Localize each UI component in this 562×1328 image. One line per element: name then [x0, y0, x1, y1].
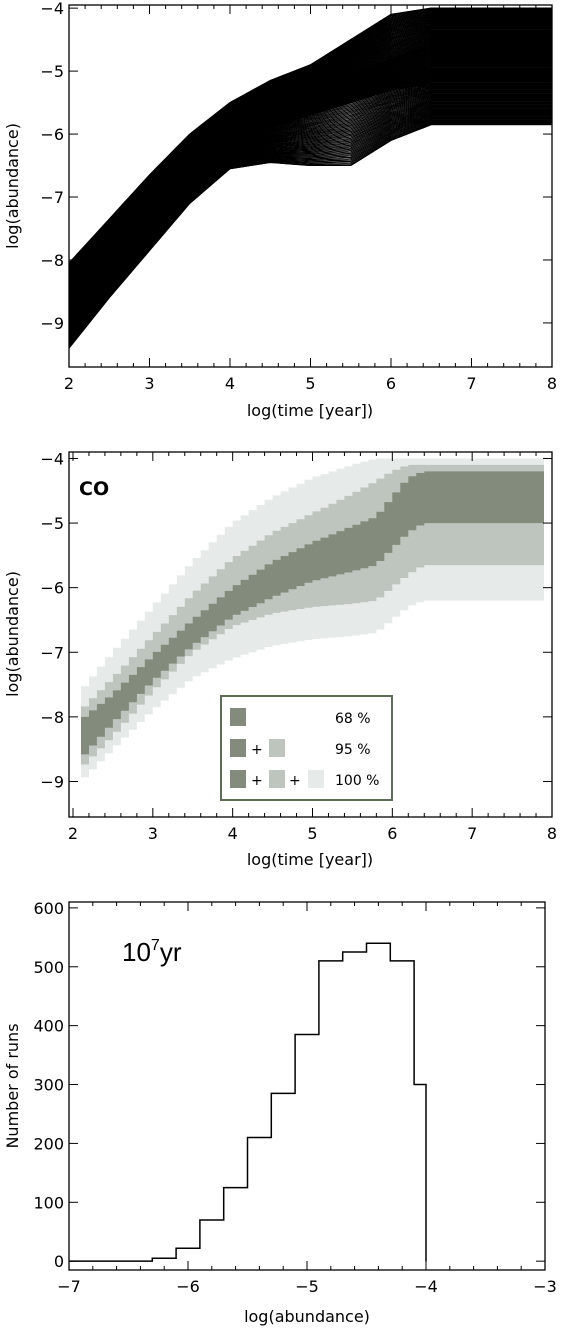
p3-x-axis-label: log(abundance) — [244, 1307, 370, 1326]
p1-x-tick-label: 3 — [144, 374, 154, 393]
p1-x-axis-label: log(time [year]) — [247, 401, 373, 420]
legend-box — [220, 695, 393, 801]
p2-legend: 68 % + 95 % + + 100 % — [220, 695, 393, 801]
histogram-outline — [69, 942, 427, 1262]
p3-y-tick-label: 500 — [33, 958, 64, 977]
time-annotation: 107yr — [122, 937, 182, 967]
p3-y-tick-label: 0 — [54, 1252, 64, 1271]
p1-y-tick-label: −8 — [40, 251, 64, 270]
legend-plus-95-a: + — [251, 742, 263, 758]
p2-band-layers — [81, 458, 544, 778]
legend-label-68: 68 % — [335, 711, 371, 727]
p1-y-tick-label: −7 — [40, 188, 64, 207]
time-annotation-base: 10 — [122, 937, 151, 967]
legend-swatch-100-mid — [269, 770, 285, 788]
p1-y-tick-label: −6 — [40, 125, 64, 144]
p1-x-tick-label: 6 — [386, 374, 396, 393]
envelope-curve — [68, 45, 552, 292]
p3-x-tick-label: −5 — [295, 1277, 319, 1296]
p1-y-tick-label: −5 — [40, 62, 64, 81]
p1-y-tick-label: −9 — [40, 314, 64, 333]
time-annotation-exponent: 7 — [151, 937, 160, 954]
p1-x-tick-label: 2 — [64, 374, 74, 393]
legend-swatch-68-dark — [230, 708, 246, 726]
p2-y-tick-label: −6 — [40, 579, 64, 598]
legend-plus-100-b: + — [289, 773, 301, 789]
p3-axes: −7 −6 −5 −4 −3 0 100 200 300 400 500 600 — [33, 899, 556, 1296]
p3-x-tick-label: −3 — [533, 1277, 557, 1296]
p1-x-tick-label: 8 — [547, 374, 557, 393]
p3-x-tick-label: −6 — [176, 1277, 200, 1296]
p2-axes: 2 3 4 5 6 7 8 −4 −5 −6 −7 −8 −9 — [40, 449, 557, 843]
p3-y-tick-label: 400 — [33, 1017, 64, 1036]
p2-y-tick-label: −4 — [40, 449, 64, 468]
p3-y-axis-label: Number of runs — [3, 1023, 22, 1148]
p3-y-tick-label: 300 — [33, 1076, 64, 1095]
p3-x-tick-label: −7 — [57, 1277, 81, 1296]
p2-x-tick-label: 6 — [387, 824, 397, 843]
p2-x-axis-label: log(time [year]) — [247, 850, 373, 869]
legend-label-95: 95 % — [335, 742, 371, 758]
legend-swatch-100-light — [308, 770, 324, 788]
p2-x-tick-label: 2 — [68, 824, 78, 843]
p1-axes: 2 3 4 5 6 7 8 −4 −5 −6 −7 −8 −9 — [40, 0, 557, 393]
p2-y-tick-label: −5 — [40, 514, 64, 533]
envelope-curve — [68, 124, 552, 349]
panel-2-confidence-bands: 2 3 4 5 6 7 8 −4 −5 −6 −7 −8 −9 CO 68 % + 95 % + + 1… — [3, 449, 557, 869]
panel-3-histogram: −7 −6 −5 −4 −3 0 100 200 300 400 500 600 107yr log(… — [3, 899, 557, 1326]
p1-x-tick-label: 5 — [305, 374, 315, 393]
p2-x-tick-label: 7 — [467, 824, 477, 843]
p2-plot-frame — [68, 451, 553, 818]
p1-curve-bundle — [68, 7, 552, 349]
molecule-label: CO — [79, 478, 109, 500]
p1-x-tick-label: 4 — [225, 374, 235, 393]
p2-y-tick-label: −9 — [40, 772, 64, 791]
p3-y-tick-label: 600 — [33, 899, 64, 918]
band-68-percent — [81, 471, 544, 755]
envelope-curve — [68, 83, 552, 317]
p1-y-tick-label: −4 — [40, 0, 64, 18]
band-95-percent — [81, 464, 544, 765]
panel-1-abundance-curves: 2 3 4 5 6 7 8 −4 −5 −6 −7 −8 −9 log(time [year]) log… — [3, 0, 557, 420]
p3-y-tick-label: 100 — [33, 1193, 64, 1212]
time-annotation-unit: yr — [160, 937, 182, 967]
p2-y-axis-label: log(abundance) — [3, 571, 22, 697]
legend-swatch-95-dark — [230, 739, 246, 757]
envelope-curve — [68, 7, 552, 264]
p3-x-tick-label: −4 — [414, 1277, 438, 1296]
p2-x-tick-label: 5 — [307, 824, 317, 843]
legend-plus-100-a: + — [251, 773, 263, 789]
legend-label-100: 100 % — [335, 773, 379, 789]
legend-swatch-100-dark — [230, 770, 246, 788]
p1-y-axis-label: log(abundance) — [3, 123, 22, 249]
p3-y-tick-label: 200 — [33, 1134, 64, 1153]
p2-y-tick-label: −7 — [40, 643, 64, 662]
p2-x-tick-label: 4 — [228, 824, 238, 843]
p2-x-tick-label: 3 — [148, 824, 158, 843]
p2-y-tick-label: −8 — [40, 708, 64, 727]
legend-swatch-95-mid — [269, 739, 285, 757]
p2-x-tick-label: 8 — [547, 824, 557, 843]
p1-x-tick-label: 7 — [466, 374, 476, 393]
